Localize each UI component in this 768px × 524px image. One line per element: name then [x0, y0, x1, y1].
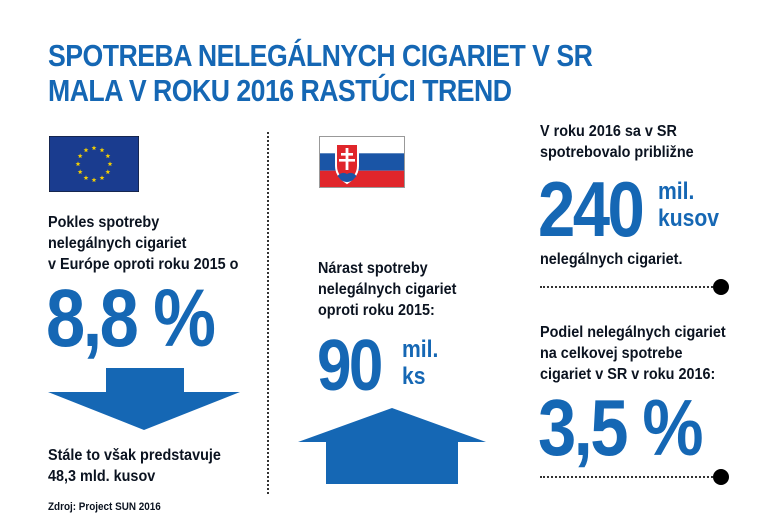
source-note: Zdroj: Project SUN 2016: [48, 501, 161, 513]
title-line-2: MALA V ROKU 2016 RASTÚCI TREND: [48, 73, 512, 108]
left-bottom-text: Stále to však predstavuje 48,3 mld. kuso…: [48, 445, 221, 487]
middle-unit: mil. ks: [402, 336, 438, 390]
eu-star-icon: [83, 175, 89, 180]
left-desc-line: Pokles spotreby: [48, 214, 160, 231]
middle-desc-line: Nárast spotreby: [318, 260, 428, 277]
right-big-value: 240: [538, 165, 645, 253]
eu-star-icon: [77, 169, 83, 175]
eu-star-icon: [105, 153, 111, 159]
eu-star-icon: [77, 153, 83, 159]
middle-desc-line: nelegálnych cigariet: [318, 281, 457, 298]
eu-star-icon: [83, 147, 89, 153]
column-divider: [267, 132, 269, 494]
right-share-line: cigariet v SR v roku 2016:: [540, 366, 716, 383]
divider-dot-icon: [713, 469, 729, 485]
left-big-value: 8,8 %: [46, 273, 216, 364]
middle-unit-line: mil.: [402, 336, 439, 363]
right-after-line: nelegálnych cigariet.: [540, 251, 683, 268]
left-description: Pokles spotreby nelegálnych cigariet v E…: [48, 212, 238, 275]
middle-desc-line: oproti roku 2015:: [318, 302, 435, 319]
right-share-value: 3,5 %: [538, 383, 704, 472]
left-bottom-line: 48,3 mld. kusov: [48, 468, 156, 485]
down-arrow-icon: [48, 368, 240, 430]
eu-star-icon: [91, 145, 97, 151]
right-divider-1: [540, 286, 720, 288]
right-share-text: Podiel nelegálnych cigariet na celkovej …: [540, 322, 726, 385]
title-line-1: SPOTREBA NELEGÁLNYCH CIGARIET V SR: [48, 38, 593, 73]
middle-description: Nárast spotreby nelegálnych cigariet opr…: [318, 258, 456, 321]
divider-dot-icon: [713, 279, 729, 295]
slovak-flag-icon: [319, 136, 405, 188]
up-arrow-icon: [298, 408, 486, 484]
right-intro: V roku 2016 sa v SR spotrebovalo približ…: [540, 121, 694, 163]
right-share-line: Podiel nelegálnych cigariet: [540, 324, 726, 341]
eu-star-icon: [75, 161, 81, 167]
right-unit-line: mil.: [658, 178, 695, 205]
left-desc-line: nelegálnych cigariet: [48, 235, 187, 252]
middle-unit-line: ks: [402, 363, 426, 390]
right-unit: mil. kusov: [658, 178, 719, 232]
right-divider-2: [540, 476, 720, 478]
right-share-line: na celkovej spotrebe: [540, 345, 683, 362]
eu-star-icon: [99, 175, 105, 180]
right-intro-line: spotrebovalo približne: [540, 144, 694, 161]
page-title: SPOTREBA NELEGÁLNYCH CIGARIET V SR MALA …: [48, 38, 650, 108]
left-bottom-line: Stále to však predstavuje: [48, 447, 221, 464]
right-intro-line: V roku 2016 sa v SR: [540, 123, 677, 140]
eu-star-icon: [91, 177, 97, 183]
middle-big-value: 90: [317, 326, 383, 406]
eu-star-icon: [107, 161, 113, 167]
eu-star-icon: [99, 147, 105, 153]
eu-flag-icon: [49, 136, 139, 192]
left-desc-line: v Európe oproti roku 2015 o: [48, 256, 239, 273]
eu-star-icon: [105, 169, 111, 175]
right-unit-line: kusov: [658, 205, 720, 232]
